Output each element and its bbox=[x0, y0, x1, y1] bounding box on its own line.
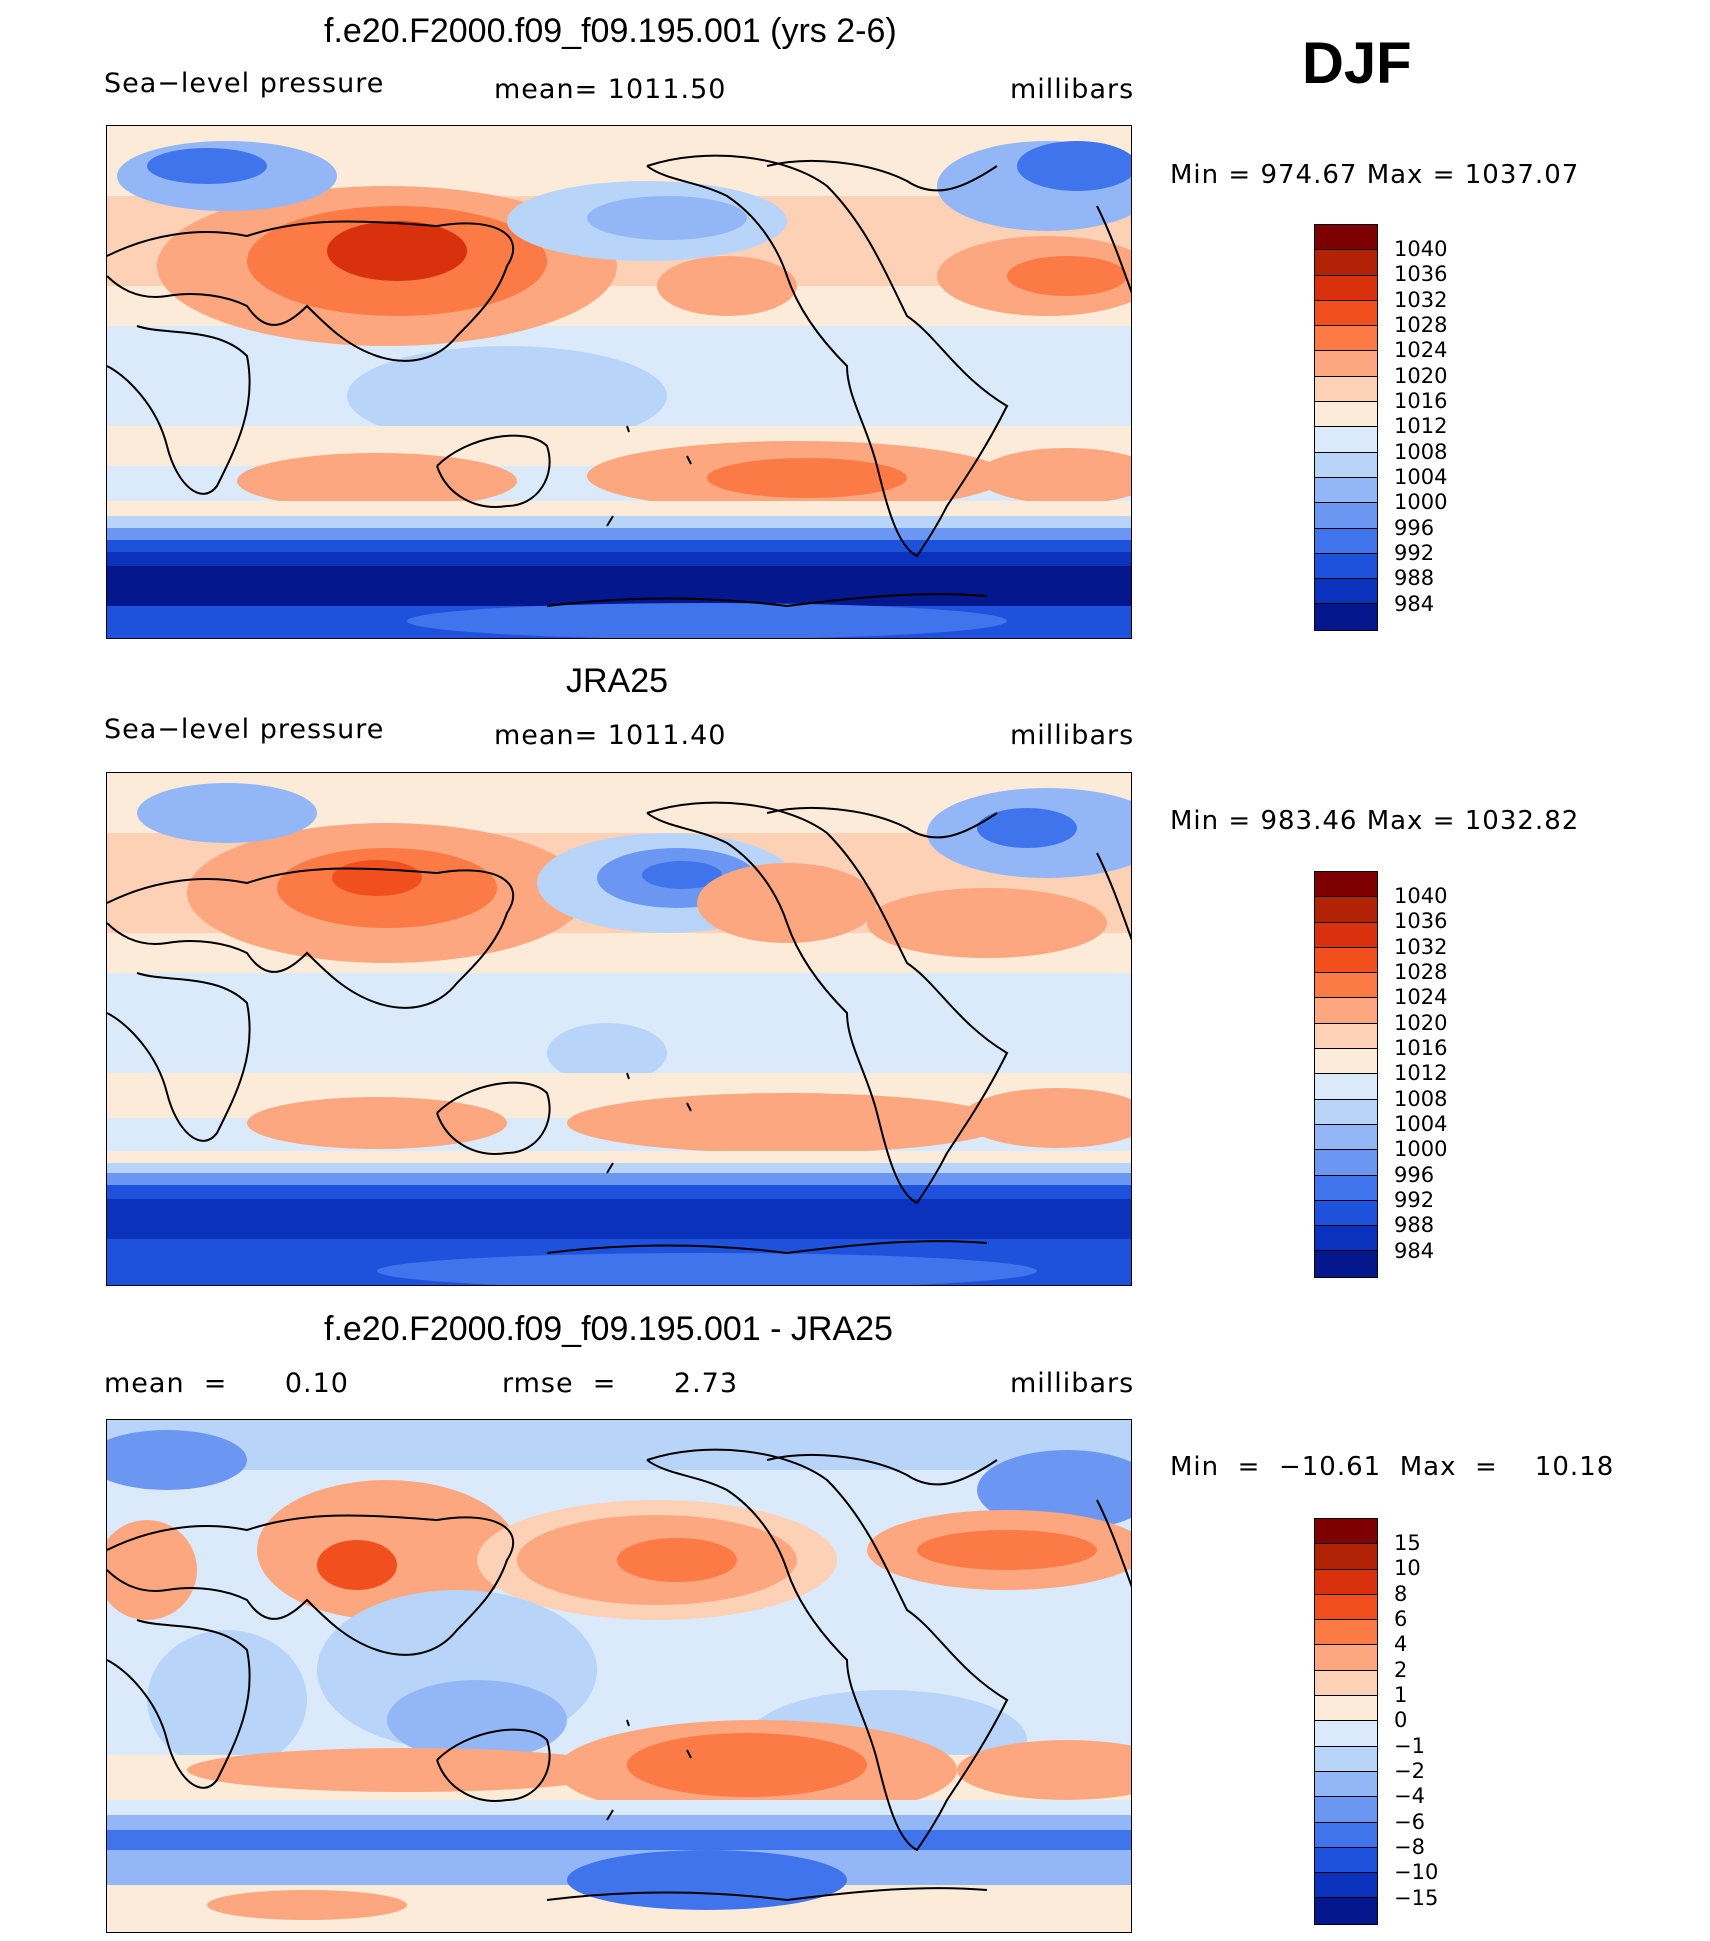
colorbar-tick-label: 1004 bbox=[1394, 1112, 1448, 1136]
panel3-rmse-label: rmse = 2.73 bbox=[502, 1368, 739, 1399]
panel3-title: f.e20.F2000.f09_f09.195.001 - JRA25 bbox=[324, 1310, 893, 1348]
colorbar-tick-label: 1004 bbox=[1394, 465, 1448, 489]
panel1-variable-label: Sea−level pressure bbox=[104, 68, 385, 99]
colorbar-tick-label: −6 bbox=[1394, 1810, 1425, 1834]
colorbar-tick-label: 988 bbox=[1394, 566, 1435, 590]
colorbar-tick-label: 1020 bbox=[1394, 364, 1448, 388]
colorbar-tick-label: 1 bbox=[1394, 1683, 1408, 1707]
panel2-units-label: millibars bbox=[1010, 720, 1135, 751]
panel2-contour-field bbox=[107, 773, 1131, 1285]
colorbar-tick-label: 984 bbox=[1394, 592, 1435, 616]
panel3-mean-label: mean = 0.10 bbox=[104, 1368, 349, 1399]
panel1-colorbar bbox=[1314, 224, 1378, 631]
colorbar-tick-label: −4 bbox=[1394, 1784, 1425, 1808]
panel3-colorbar bbox=[1314, 1518, 1378, 1925]
colorbar-tick-label: 6 bbox=[1394, 1607, 1408, 1631]
colorbar-tick-label: 1000 bbox=[1394, 490, 1448, 514]
panel2-variable-label: Sea−level pressure bbox=[104, 714, 385, 745]
colorbar-tick-label: 992 bbox=[1394, 1188, 1435, 1212]
panel1-units-label: millibars bbox=[1010, 74, 1135, 105]
colorbar-tick-label: 1024 bbox=[1394, 985, 1448, 1009]
panel3-map bbox=[106, 1419, 1132, 1933]
colorbar-tick-label: 1032 bbox=[1394, 935, 1448, 959]
colorbar-tick-label: 1012 bbox=[1394, 1061, 1448, 1085]
panel1-minmax: Min = 974.67 Max = 1037.07 bbox=[1170, 160, 1580, 190]
colorbar-tick-label: −10 bbox=[1394, 1860, 1439, 1884]
panel3-minmax: Min = −10.61 Max = 10.18 bbox=[1170, 1452, 1615, 1482]
panel2-mean-label: mean= 1011.40 bbox=[494, 720, 727, 751]
colorbar-tick-label: 1008 bbox=[1394, 440, 1448, 464]
colorbar-tick-label: 1028 bbox=[1394, 960, 1448, 984]
colorbar-tick-label: 1024 bbox=[1394, 338, 1448, 362]
colorbar-tick-label: 1036 bbox=[1394, 909, 1448, 933]
colorbar-tick-label: 1036 bbox=[1394, 262, 1448, 286]
colorbar-tick-label: 1000 bbox=[1394, 1137, 1448, 1161]
colorbar-tick-label: 996 bbox=[1394, 1163, 1435, 1187]
colorbar-tick-label: 1008 bbox=[1394, 1087, 1448, 1111]
panel1-map bbox=[106, 125, 1132, 639]
colorbar-tick-label: 1032 bbox=[1394, 288, 1448, 312]
panel1-mean-label: mean= 1011.50 bbox=[494, 74, 727, 105]
colorbar-tick-label: 996 bbox=[1394, 516, 1435, 540]
panel2-minmax: Min = 983.46 Max = 1032.82 bbox=[1170, 806, 1580, 836]
colorbar-tick-label: 0 bbox=[1394, 1708, 1408, 1732]
colorbar-tick-label: 984 bbox=[1394, 1239, 1435, 1263]
colorbar-tick-label: 988 bbox=[1394, 1213, 1435, 1237]
colorbar-tick-label: 1012 bbox=[1394, 414, 1448, 438]
colorbar-tick-label: −2 bbox=[1394, 1759, 1425, 1783]
panel3-contour-field bbox=[107, 1420, 1131, 1932]
panel1-contour-field bbox=[107, 126, 1131, 638]
panel3-units-label: millibars bbox=[1010, 1368, 1135, 1399]
season-label: DJF bbox=[1302, 31, 1412, 96]
colorbar-tick-label: 8 bbox=[1394, 1582, 1408, 1606]
colorbar-tick-label: 992 bbox=[1394, 541, 1435, 565]
panel2-colorbar bbox=[1314, 871, 1378, 1278]
colorbar-tick-label: 1016 bbox=[1394, 389, 1448, 413]
colorbar-tick-label: 1040 bbox=[1394, 884, 1448, 908]
colorbar-tick-label: 4 bbox=[1394, 1632, 1408, 1656]
colorbar-tick-label: −1 bbox=[1394, 1734, 1425, 1758]
colorbar-tick-label: 1028 bbox=[1394, 313, 1448, 337]
colorbar-tick-label: −15 bbox=[1394, 1886, 1439, 1910]
colorbar-tick-label: 1040 bbox=[1394, 237, 1448, 261]
colorbar-tick-label: 1016 bbox=[1394, 1036, 1448, 1060]
colorbar-tick-label: 1020 bbox=[1394, 1011, 1448, 1035]
panel2-map bbox=[106, 772, 1132, 1286]
colorbar-tick-label: 10 bbox=[1394, 1556, 1421, 1580]
colorbar-tick-label: 15 bbox=[1394, 1531, 1421, 1555]
panel2-title: JRA25 bbox=[566, 662, 669, 700]
panel1-title: f.e20.F2000.f09_f09.195.001 (yrs 2-6) bbox=[324, 12, 897, 50]
colorbar-tick-label: −8 bbox=[1394, 1835, 1425, 1859]
colorbar-tick-label: 2 bbox=[1394, 1658, 1408, 1682]
